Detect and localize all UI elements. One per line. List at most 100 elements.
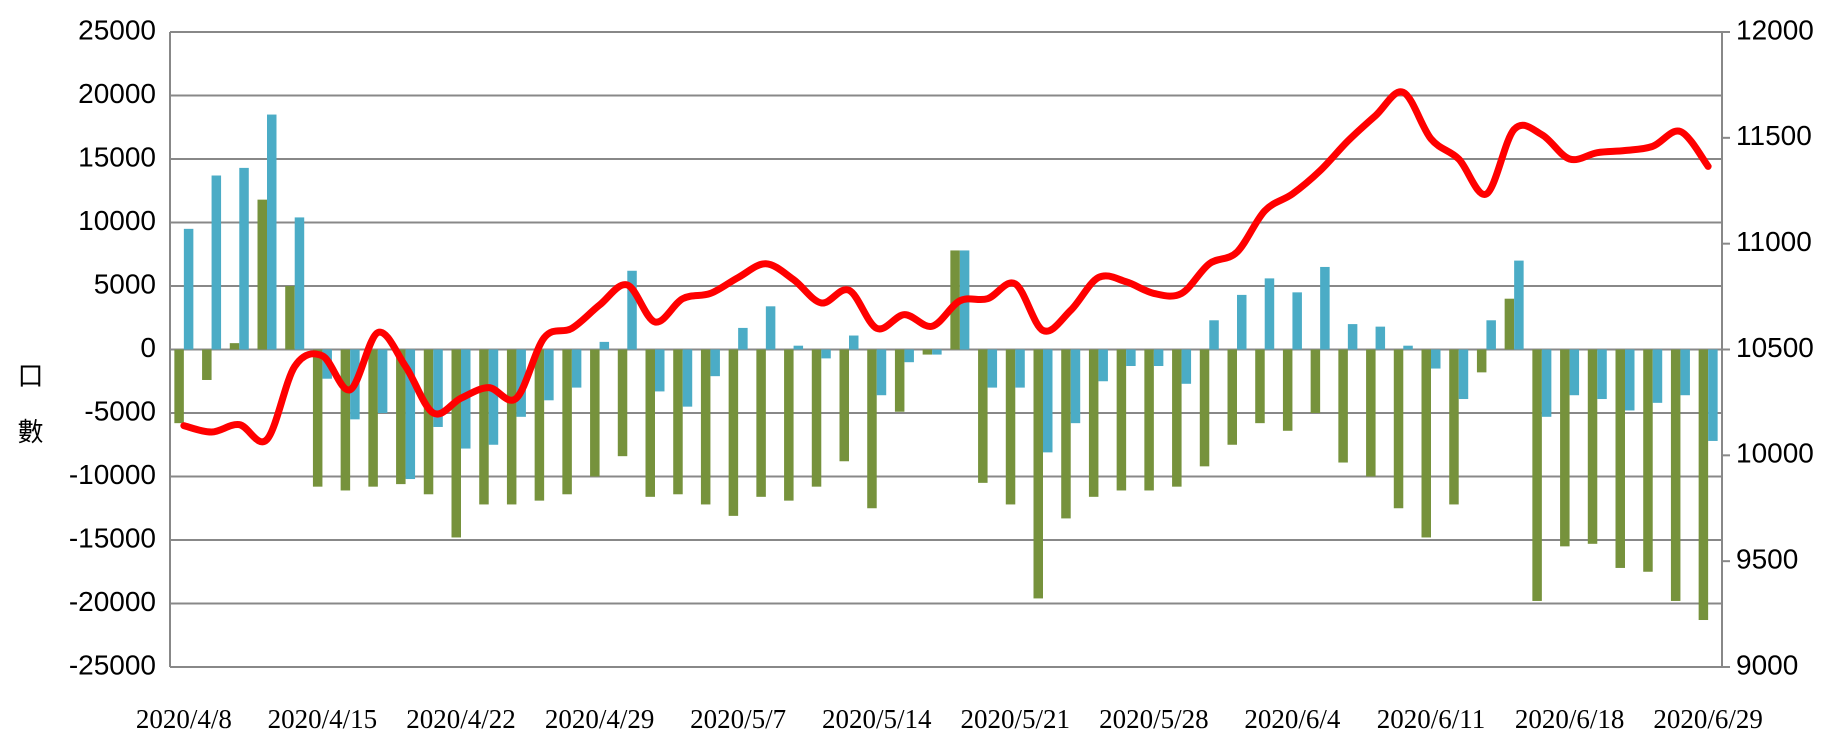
y2-tick-label: 9000 [1736,649,1798,680]
y-tick-label: -20000 [69,586,156,617]
bar [765,306,776,350]
bar [202,349,212,380]
bar [1310,349,1321,413]
bar [1320,266,1330,350]
bar [645,349,655,497]
bar [488,349,499,445]
x-tick-label: 2020/5/28 [1099,704,1209,734]
bar [904,349,914,363]
y-axis-label: 口數 [14,362,43,474]
bar [728,349,739,516]
bar [1282,349,1293,431]
bar [1652,349,1663,403]
bar [1005,349,1016,505]
bar [1153,349,1164,367]
bar [451,349,461,538]
x-tick-label: 2020/4/8 [136,704,232,734]
bar [1569,349,1580,396]
bar [710,349,720,377]
bar [1643,349,1653,572]
bar [1181,349,1192,384]
bar [294,217,305,350]
bar [1338,349,1348,463]
bar [1088,349,1099,497]
bar [229,343,240,350]
bar [894,349,905,412]
bar [1366,349,1376,477]
bar [1560,349,1570,547]
bar [312,349,323,487]
bar [1486,320,1496,350]
bar [396,349,406,485]
bar [1237,294,1247,350]
x-tick-label: 2020/5/7 [690,704,786,734]
bar [1126,349,1136,367]
x-tick-label: 2020/5/14 [822,704,932,734]
bar [876,349,887,396]
bar [756,349,766,497]
bar [700,349,711,505]
bar [1615,349,1625,568]
bar [839,349,849,462]
bar [174,349,184,424]
y-tick-label: -10000 [69,459,156,490]
bar [183,228,194,350]
y-tick-label: 5000 [94,268,156,299]
bar [1476,349,1487,373]
bar [1449,349,1459,505]
bar [1292,292,1302,350]
bar [377,349,388,413]
x-tick-label: 2020/6/18 [1515,704,1625,734]
y-tick-label: 25000 [78,14,156,45]
bar [479,349,489,505]
bar [682,349,693,407]
bar [1015,349,1025,388]
bar [534,349,545,501]
bar [1116,349,1127,491]
bar [1347,324,1358,350]
y2-tick-label: 12000 [1736,14,1814,45]
bar [1680,349,1690,396]
bar [1061,349,1071,519]
bar [821,349,831,359]
y2-tick-label: 10500 [1736,332,1814,363]
x-tick-label: 2020/6/4 [1244,704,1341,734]
bar [1209,320,1219,350]
bar [1098,349,1108,382]
bar [673,349,683,495]
x-tick-label: 2020/4/15 [268,704,378,734]
bar [811,349,822,487]
bar [562,349,572,495]
bar [1708,349,1718,441]
bar [738,327,748,350]
bar [267,114,277,350]
bar [1227,349,1237,445]
bar [1144,349,1154,491]
x-tick-label: 2020/6/11 [1377,704,1486,734]
bar [932,349,942,355]
y-tick-label: 10000 [78,205,156,236]
bar [257,199,267,350]
bar [1698,349,1709,621]
bar [571,349,582,388]
bar [1597,349,1607,400]
x-tick-label: 2020/6/29 [1653,704,1763,734]
line [180,88,1712,446]
bar [1625,349,1635,411]
bar [506,349,517,505]
bar [423,349,434,495]
bar [1431,349,1441,369]
bar [784,349,794,501]
y-tick-label: 0 [140,332,156,363]
x-tick-label: 2020/4/29 [545,704,655,734]
bar [590,349,600,477]
y2-tick-label: 9500 [1736,544,1798,575]
y2-tick-label: 11000 [1736,226,1812,257]
bar [1403,345,1413,350]
bar [1514,260,1524,350]
bar [922,349,933,355]
bar [1255,349,1265,424]
bar [1043,349,1053,453]
bar [793,345,804,350]
